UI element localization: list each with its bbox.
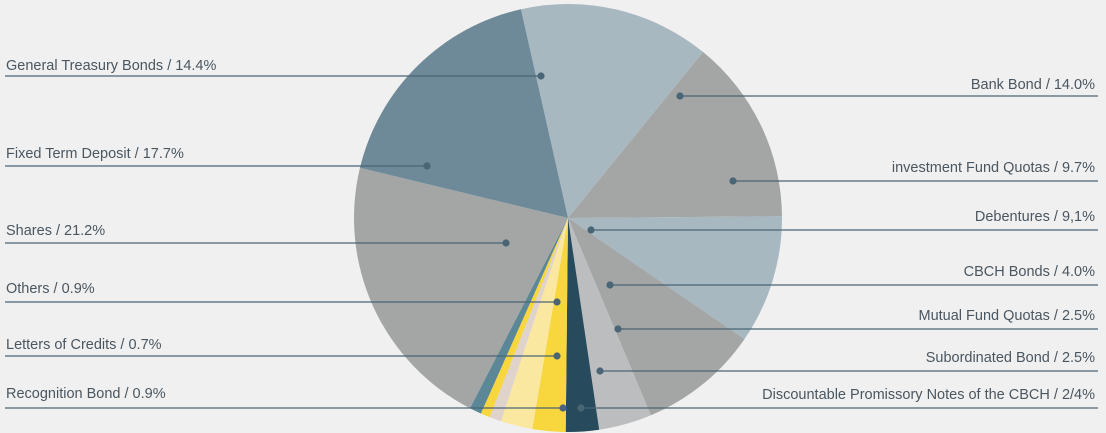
pie-slice [565, 218, 600, 433]
callout-dot [729, 177, 737, 185]
slice-label: investment Fund Quotas / 9.7% [892, 160, 1095, 176]
callout-dot [676, 92, 684, 100]
callout-dot [577, 404, 585, 412]
slice-label: Debentures / 9,1% [975, 209, 1095, 225]
pie-slice [532, 218, 568, 432]
callout-dot [559, 404, 567, 412]
pie-slice [500, 218, 568, 429]
slice-label: Letters of Credits / 0.7% [6, 337, 162, 353]
callout-dot [596, 367, 604, 375]
slice-label: Recognition Bond / 0.9% [6, 386, 166, 402]
slice-label: Fixed Term Deposit / 17.7% [6, 146, 184, 162]
pie-slice [469, 218, 568, 414]
pie-slice [480, 218, 568, 418]
pie-slice [520, 4, 704, 219]
slice-label: Others / 0.9% [6, 281, 95, 297]
slice-label: Discountable Promissory Notes of the CBC… [762, 387, 1095, 403]
slice-label: Subordinated Bond / 2.5% [926, 350, 1095, 366]
callout-dot [553, 352, 561, 360]
slice-label: CBCH Bonds / 4.0% [964, 264, 1095, 280]
callout-dot [614, 325, 622, 333]
pie-slice [568, 218, 745, 416]
slice-label: Bank Bond / 14.0% [971, 77, 1095, 93]
slice-label: Mutual Fund Quotas / 2.5% [918, 308, 1095, 324]
pie-slice [568, 52, 782, 218]
pie-slice [489, 218, 568, 422]
callout-dot [553, 298, 561, 306]
callout-dot [587, 226, 595, 234]
callout-dot [606, 281, 614, 289]
pie-slice [568, 218, 651, 430]
pie-slice [353, 167, 568, 409]
slice-label: Shares / 21.2% [6, 223, 105, 239]
callout-dot [537, 72, 545, 80]
slice-label: General Treasury Bonds / 14.4% [6, 58, 216, 74]
callout-dot [423, 162, 431, 170]
pie-slice [568, 216, 782, 340]
callout-dot [502, 239, 510, 247]
